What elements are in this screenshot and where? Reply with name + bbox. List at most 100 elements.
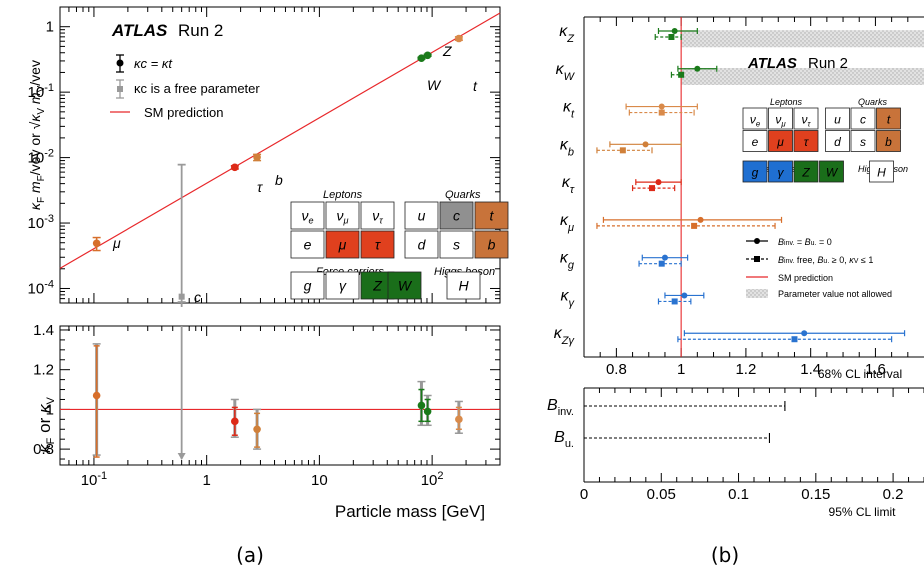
panel-b-legend: Binv. = Bu. = 0 Binv. free, Bu. ≥ 0, κV … <box>746 237 892 299</box>
particle-cell-label: H <box>877 166 886 180</box>
legend-forbidden-b: Parameter value not allowed <box>778 289 892 299</box>
y-tick-label: 1 <box>46 401 54 418</box>
forbidden-band <box>681 30 924 48</box>
particle-cell <box>742 160 768 183</box>
x-tick-label: 0.1 <box>728 486 749 503</box>
atlas-label: ATLAS <box>111 21 168 40</box>
point-marker <box>423 407 432 416</box>
panel-b-atlas: ATLAS Run 2 <box>747 55 848 72</box>
x-tick-label: 0.2 <box>883 486 904 503</box>
panel-a-top-frame <box>59 6 501 304</box>
row-label: κt <box>563 99 575 121</box>
particle-cell <box>290 230 325 259</box>
particle-label: c <box>194 289 201 305</box>
row-dashed-marker <box>678 71 685 78</box>
legend-grey-marker <box>117 86 123 92</box>
y-tick-label: 10-2 <box>28 148 54 167</box>
particle-cell-label: τ <box>804 135 810 149</box>
point-marker <box>231 417 239 426</box>
particle-cell <box>825 107 850 130</box>
point-marker <box>455 34 463 43</box>
panel-b-top-plot: 0.8 1 1.2 1.4 1.6 κZ κW κt κb κτ κμ κg κγ κZγ <box>554 16 924 378</box>
quarks-title-b: Quarks <box>858 97 888 107</box>
particle-cell <box>742 107 768 130</box>
row-solid-marker <box>655 179 662 186</box>
particle-cell <box>742 130 768 152</box>
point-arrow <box>177 453 186 461</box>
row-label: κZγ <box>554 325 576 347</box>
x-tick-label: 1.6 <box>865 361 886 378</box>
y-tick-label: 10-3 <box>28 213 54 232</box>
leptons-title-b: Leptons <box>770 97 803 107</box>
row-solid-marker <box>671 28 678 34</box>
panel-a-particle-table: Leptons Quarks Force carriers Higgs boso… <box>290 189 509 300</box>
point-marker <box>253 425 261 434</box>
run-label-b: Run 2 <box>808 55 848 72</box>
point-marker <box>231 163 239 172</box>
y-tick-label: 0.8 <box>33 441 54 458</box>
particle-cell-label: νμ <box>337 208 349 226</box>
particle-label: t <box>473 78 478 94</box>
row-solid-marker <box>681 292 688 299</box>
particle-cell <box>876 130 901 152</box>
legend-item-1: κc = κt <box>134 56 173 71</box>
row-dashed-marker <box>649 185 655 192</box>
leptons-title: Leptons <box>323 189 363 201</box>
particle-cell <box>819 160 844 183</box>
particle-cell-label: νe <box>750 113 761 129</box>
particle-label: μ <box>112 235 121 251</box>
particle-cell <box>387 271 422 300</box>
x-tick-label: 1 <box>202 472 210 489</box>
particle-cell <box>768 107 793 130</box>
row-solid-marker <box>694 65 701 72</box>
row-label: κτ <box>562 174 575 196</box>
particle-cell <box>793 107 819 130</box>
row-label: κg <box>560 250 575 272</box>
panel-a-bottom-plot: 0.8 1 1.2 1.4 10-1 1 10 102 <box>33 322 501 489</box>
particle-cell <box>876 107 901 130</box>
particle-cell-label: d <box>834 135 841 149</box>
particle-cell-label: γ <box>339 278 347 294</box>
limit-row-label: Bu. <box>554 429 574 450</box>
particle-cell-label: νμ <box>775 113 786 129</box>
row-solid-marker <box>658 103 665 110</box>
point-marker <box>455 415 463 424</box>
particle-cell <box>325 271 360 300</box>
particle-cell-label: ντ <box>372 208 383 226</box>
panel-a-xlabel: Particle mass [GeV] <box>335 502 485 521</box>
particle-cell <box>360 230 395 259</box>
run-label: Run 2 <box>178 21 223 40</box>
particle-cell-label: e <box>304 237 312 253</box>
panel-b-particle-table: Leptons Quarks Force carriers Higgs boso… <box>742 97 908 183</box>
atlas-label-b: ATLAS <box>747 55 797 72</box>
y-tick-label: 10-4 <box>28 278 54 297</box>
legend-sm-b: SM prediction <box>778 273 833 283</box>
particle-cell <box>439 230 474 259</box>
particle-cell <box>439 201 474 230</box>
particle-cell-label: b <box>488 237 496 253</box>
particle-cell-label: b <box>885 135 892 149</box>
row-label: κγ <box>561 287 576 309</box>
row-dashed-marker <box>691 222 698 229</box>
row-dashed-marker <box>658 109 665 116</box>
particle-cell <box>290 201 325 230</box>
particle-cell-label: ντ <box>802 113 812 129</box>
panel-a-ylabel-top: κF mF/vev or √κV mV/vev <box>27 60 47 210</box>
particle-cell <box>474 230 509 259</box>
particle-cell-label: g <box>304 278 312 294</box>
point-marker <box>423 51 432 60</box>
particle-cell <box>850 107 876 130</box>
x-tick-label: 1.2 <box>735 361 756 378</box>
row-label: κZ <box>559 23 575 45</box>
x-tick-label: 0.05 <box>647 486 676 503</box>
particle-label: W <box>427 77 442 93</box>
particle-cell-label: Z <box>372 278 382 294</box>
particle-label: Z <box>442 43 452 59</box>
x-tick-label: 102 <box>421 470 444 489</box>
legend-item-2: κc is a free parameter <box>134 81 260 96</box>
row-dashed-marker <box>619 147 626 154</box>
point-marker <box>417 54 426 63</box>
particle-cell-label: γ <box>778 166 785 180</box>
particle-cell-label: c <box>860 113 866 127</box>
